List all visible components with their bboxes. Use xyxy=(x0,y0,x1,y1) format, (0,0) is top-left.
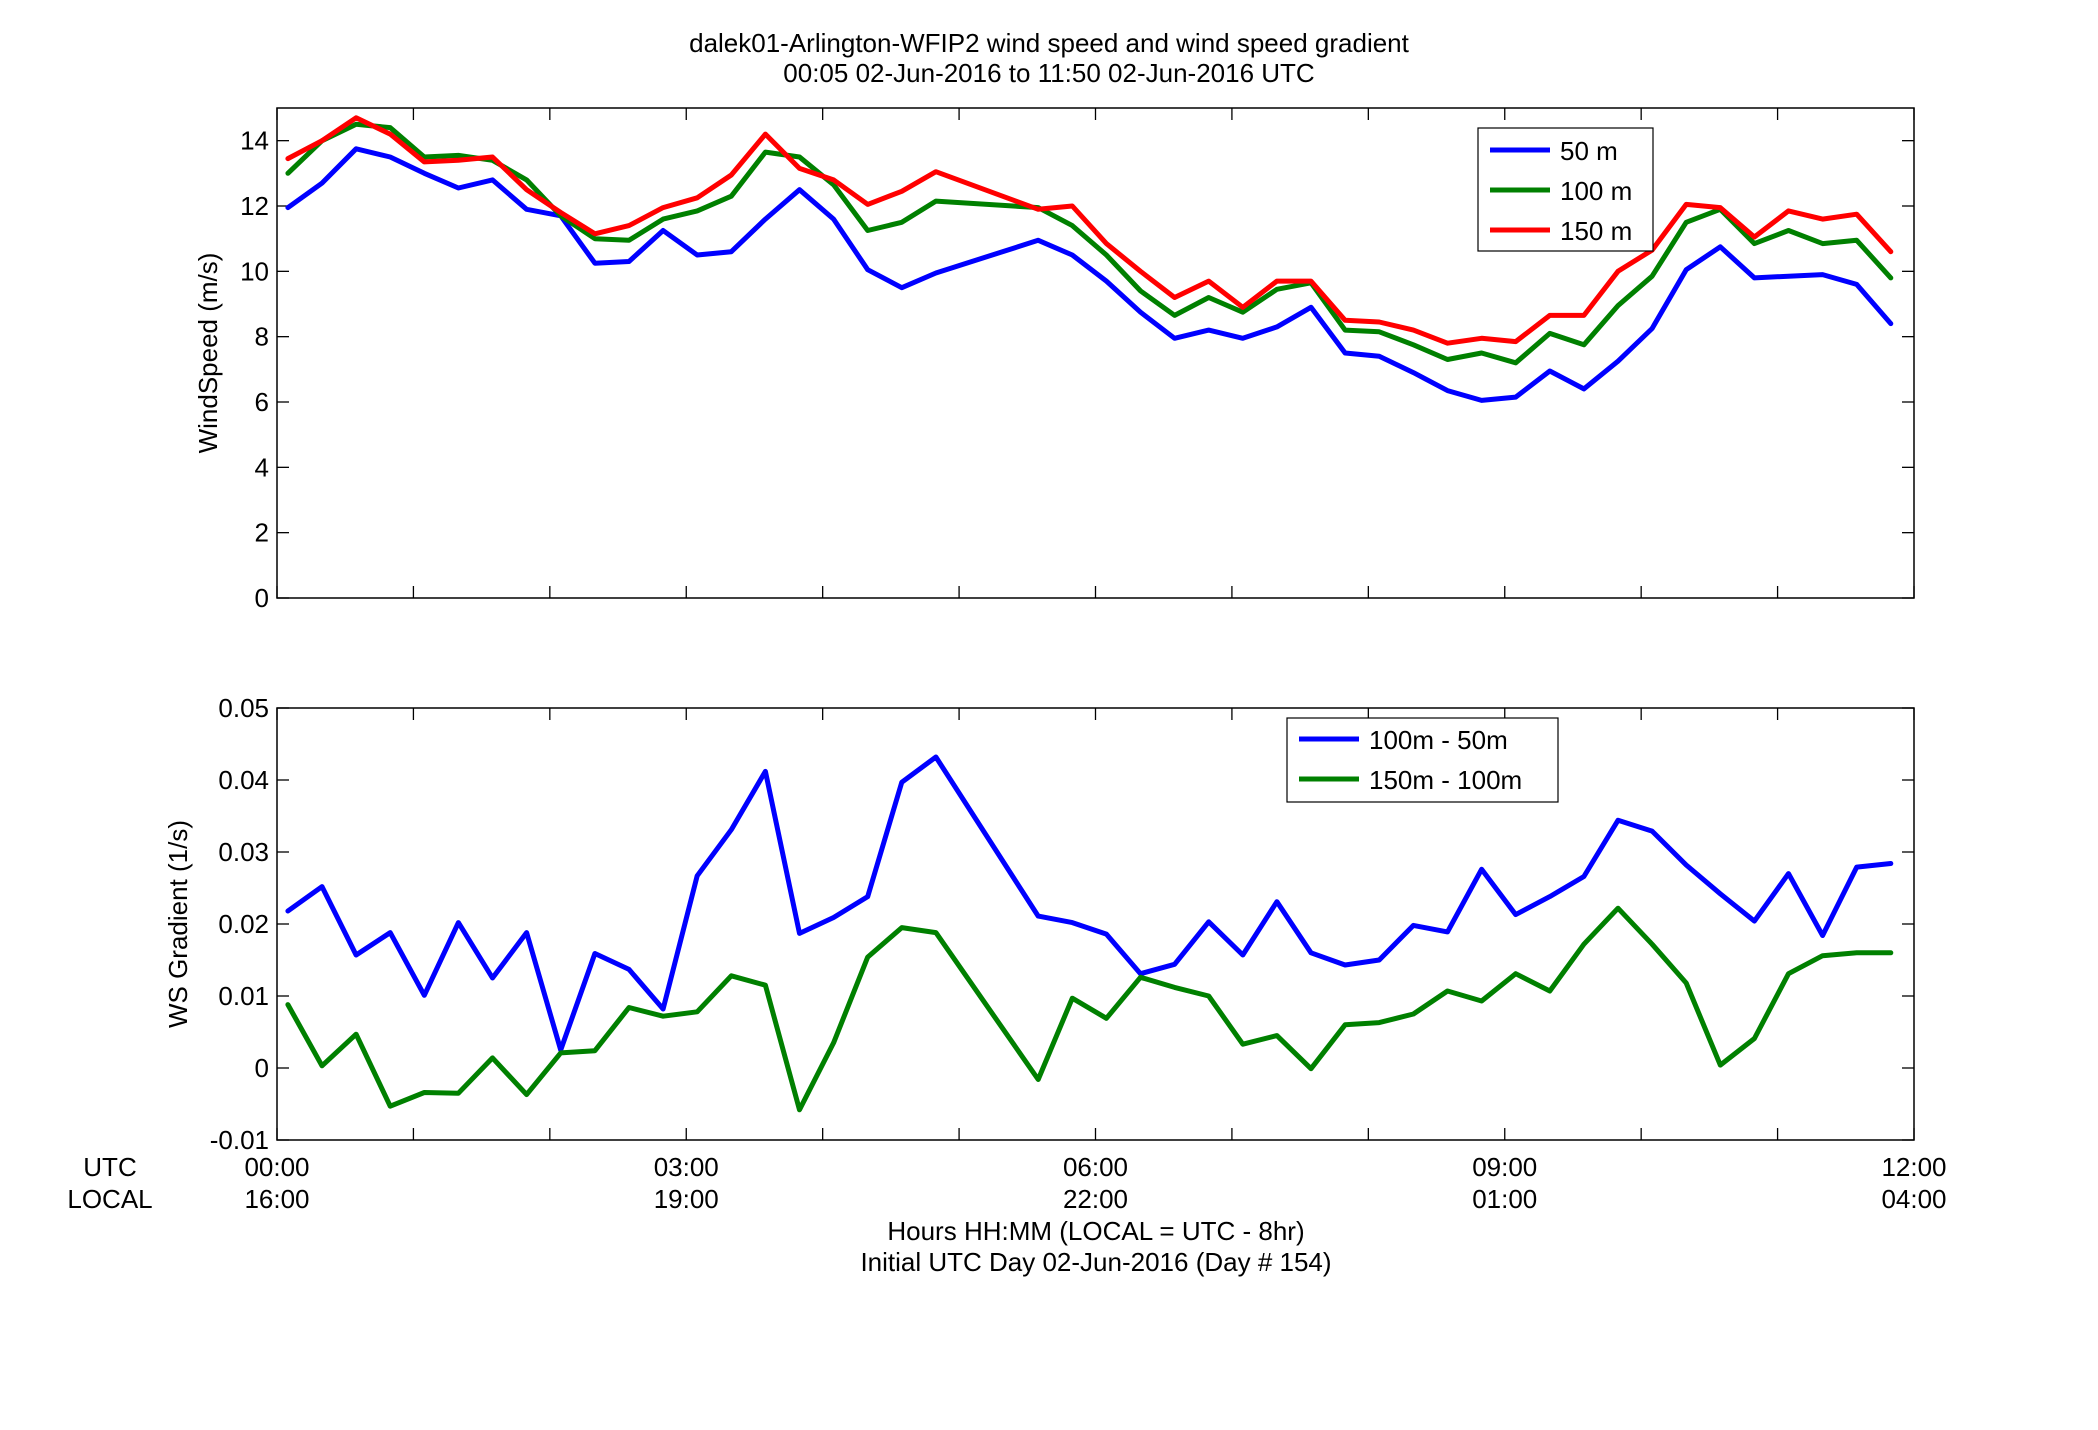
local-row-label: LOCAL xyxy=(67,1184,152,1214)
x-axis-label-line1: Hours HH:MM (LOCAL = UTC - 8hr) xyxy=(887,1216,1304,1246)
x-tick-label-utc: 00:00 xyxy=(244,1152,309,1182)
x-tick-label-utc: 06:00 xyxy=(1063,1152,1128,1182)
chart-title-line2: 00:05 02-Jun-2016 to 11:50 02-Jun-2016 U… xyxy=(783,58,1315,88)
gradient-legend-box xyxy=(1286,717,1559,803)
gradient-y-tick-label: 0.05 xyxy=(218,693,269,723)
windspeed-y-tick-label: 14 xyxy=(240,126,269,156)
gradient-y-axis-label: WS Gradient (1/s) xyxy=(163,820,193,1028)
gradient-y-tick-label: -0.01 xyxy=(210,1125,269,1155)
windspeed-series-100m xyxy=(285,121,1894,366)
legend-label-100m-50m: 100m - 50m xyxy=(1369,725,1508,755)
windspeed-axes: 0 2 4 6 8 10 12 14 WindSpeed (m/s) 50 m 100 m 1… xyxy=(193,107,1915,613)
windspeed-legend: 50 m 100 m 150 m xyxy=(1477,127,1654,252)
x-tick-label-local: 19:00 xyxy=(654,1184,719,1214)
gradient-series-150m-100m xyxy=(285,905,1894,1113)
windspeed-y-tick-label: 8 xyxy=(255,322,269,352)
x-tick-label-local: 04:00 xyxy=(1881,1184,1946,1214)
windspeed-y-tick-label: 2 xyxy=(255,518,269,548)
legend-label-150m-100m: 150m - 100m xyxy=(1369,765,1522,795)
x-tick-label-local: 01:00 xyxy=(1472,1184,1537,1214)
windspeed-plot-area xyxy=(276,107,1915,599)
utc-row-label: UTC xyxy=(83,1152,136,1182)
gradient-axes: -0.01 0 0.01 0.02 0.03 0.04 0.05 WS Gradient (… xyxy=(163,693,1915,1155)
legend-label-100m: 100 m xyxy=(1560,176,1632,206)
x-tick-label-local: 16:00 xyxy=(244,1184,309,1214)
gradient-y-ticks: -0.01 0 0.01 0.02 0.03 0.04 0.05 xyxy=(210,693,1914,1155)
x-tick-label-utc: 12:00 xyxy=(1881,1152,1946,1182)
windspeed-y-ticks: 0 2 4 6 8 10 12 14 xyxy=(240,126,1914,613)
windspeed-y-tick-label: 10 xyxy=(240,256,269,286)
x-tick-label-local: 22:00 xyxy=(1063,1184,1128,1214)
gradient-y-tick-label: 0 xyxy=(255,1053,269,1083)
windspeed-y-axis-label: WindSpeed (m/s) xyxy=(193,253,223,454)
legend-label-150m: 150 m xyxy=(1560,216,1632,246)
windspeed-x-ticks xyxy=(276,108,1915,598)
x-tick-label-utc: 03:00 xyxy=(654,1152,719,1182)
gradient-y-tick-label: 0.02 xyxy=(218,909,269,939)
gradient-y-tick-label: 0.01 xyxy=(218,981,269,1011)
gradient-plot-area xyxy=(276,707,1915,1141)
windspeed-y-tick-label: 6 xyxy=(255,387,269,417)
x-tick-label-utc: 09:00 xyxy=(1472,1152,1537,1182)
gradient-legend: 100m - 50m 150m - 100m xyxy=(1286,717,1559,803)
legend-label-50m: 50 m xyxy=(1560,136,1618,166)
windspeed-y-tick-label: 0 xyxy=(255,583,269,613)
windspeed-y-tick-label: 4 xyxy=(255,452,269,482)
chart-title-line1: dalek01-Arlington-WFIP2 wind speed and w… xyxy=(689,28,1409,58)
gradient-y-tick-label: 0.04 xyxy=(218,765,269,795)
windspeed-y-tick-label: 12 xyxy=(240,191,269,221)
x-axis-label-line2: Initial UTC Day 02-Jun-2016 (Day # 154) xyxy=(860,1247,1331,1277)
windspeed-series-150m xyxy=(285,115,1894,346)
gradient-series xyxy=(285,754,1894,1113)
gradient-series-100m-50m xyxy=(285,754,1894,1053)
windspeed-series-50m xyxy=(285,146,1894,403)
windspeed-series xyxy=(285,115,1894,403)
gradient-y-tick-label: 0.03 xyxy=(218,837,269,867)
